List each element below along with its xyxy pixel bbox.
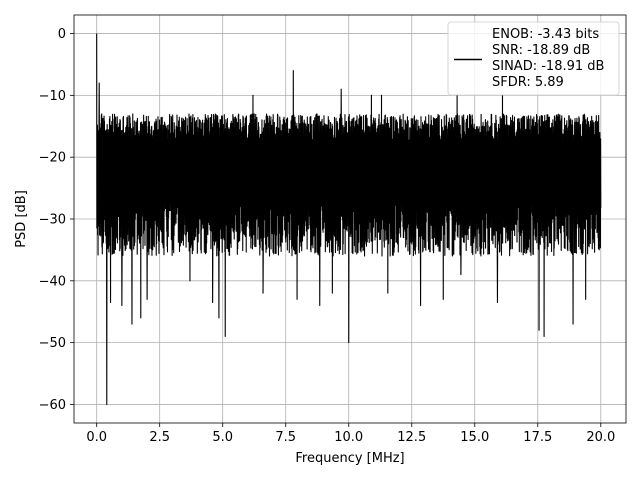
x-tick-label: 7.5 [275,430,296,445]
legend-entry-snr: SNR: -18.89 dB [492,43,590,58]
legend-box [447,21,620,96]
x-tick-label: 15.0 [460,430,489,445]
y-axis-label: PSD [dB] [14,190,29,248]
x-tick-label: 2.5 [149,430,170,445]
x-tick-label: 12.5 [397,430,426,445]
x-axis-label: Frequency [MHz] [295,451,404,466]
y-tick-label: −40 [39,274,66,289]
x-tick-label: 5.0 [212,430,233,445]
x-tick-label: 17.5 [523,430,552,445]
legend: ENOB: -3.43 bits SNR: -18.89 dB SINAD: -… [447,21,620,96]
y-tick-label: −30 [39,213,66,228]
psd-series-line [96,33,602,405]
y-tick-label: −20 [39,151,66,166]
x-tick-label: 10.0 [334,430,363,445]
ticks: 0.0 2.5 5.0 7.5 10.0 12.5 15.0 17.5 20.0 0 −10 −20 −… [39,27,616,445]
x-tick-label: 0.0 [86,430,107,445]
y-tick-label: −10 [39,89,66,104]
legend-entry-sinad: SINAD: -18.91 dB [492,59,604,74]
legend-entry-enob: ENOB: -3.43 bits [492,27,599,42]
y-tick-label: −50 [39,336,66,351]
y-tick-label: −60 [39,398,66,413]
x-tick-label: 20.0 [586,430,615,445]
y-tick-label: 0 [58,27,66,42]
series-layer [96,33,602,405]
legend-entry-sfdr: SFDR: 5.89 [492,75,564,90]
